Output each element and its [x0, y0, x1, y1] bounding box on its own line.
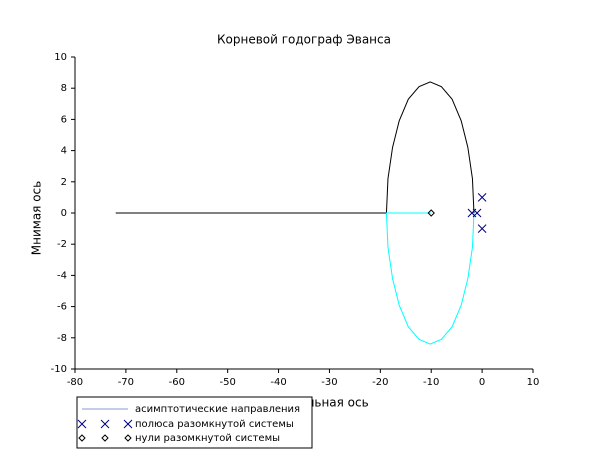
y-tick-label: 8	[61, 83, 67, 94]
pole	[477, 224, 487, 233]
legend-marker	[101, 434, 109, 442]
legend-label: полюса разомкнутой системы	[135, 419, 294, 430]
legend-marker	[78, 434, 86, 442]
y-tick-label: 0	[61, 208, 67, 219]
legend-marker	[124, 434, 132, 442]
legend-marker	[123, 419, 133, 429]
x-tick-label: -80	[67, 377, 83, 388]
x-tick-label: -30	[321, 377, 337, 388]
pole	[477, 193, 487, 202]
y-axis-label: Мнимая ось	[30, 181, 44, 255]
legend-label: нули разомкнутой системы	[135, 433, 280, 444]
x-tick-label: -40	[270, 377, 286, 388]
y-tick-label: -8	[57, 333, 67, 344]
y-tick-label: -6	[57, 302, 67, 313]
pole	[472, 208, 482, 218]
x-tick-label: -70	[118, 377, 134, 388]
locus-branch	[115, 81, 475, 214]
y-tick-label: -10	[51, 364, 67, 375]
legend-label: асимптотические направления	[135, 404, 300, 415]
y-tick-label: 6	[61, 114, 67, 125]
x-tick-label: -60	[169, 377, 185, 388]
y-tick-label: 2	[61, 177, 67, 188]
x-tick-label: 10	[527, 377, 540, 388]
chart-title: Корневой годограф Эванса	[217, 33, 391, 47]
x-tick-label: 0	[479, 377, 485, 388]
legend-marker	[77, 419, 87, 429]
y-tick-label: 4	[61, 146, 67, 157]
legend-marker	[100, 419, 110, 429]
zero	[427, 209, 435, 217]
x-tick-label: -10	[423, 377, 439, 388]
legend-box	[76, 396, 313, 449]
locus-branch	[385, 212, 475, 345]
y-tick-label: -4	[57, 270, 67, 281]
x-tick-label: -20	[372, 377, 388, 388]
x-tick-label: -50	[219, 377, 235, 388]
y-tick-label: -2	[57, 239, 67, 250]
y-tick-label: 10	[54, 52, 67, 63]
